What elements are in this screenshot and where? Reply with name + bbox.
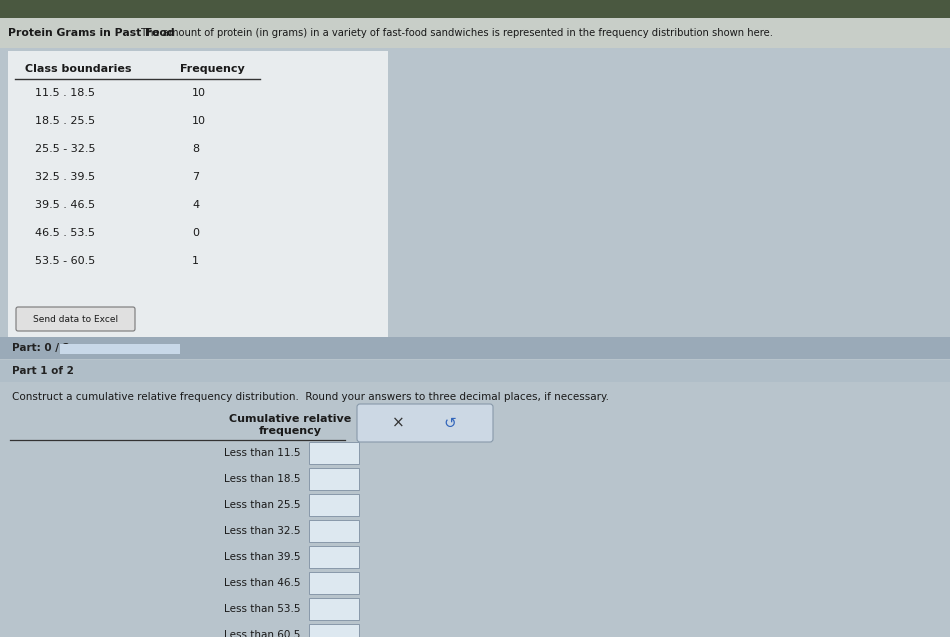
FancyBboxPatch shape (309, 468, 359, 490)
FancyBboxPatch shape (309, 624, 359, 637)
FancyBboxPatch shape (357, 404, 493, 442)
Text: Less than 18.5: Less than 18.5 (223, 474, 300, 484)
Text: 0: 0 (192, 228, 199, 238)
FancyBboxPatch shape (309, 442, 359, 464)
Text: 25.5 - 32.5: 25.5 - 32.5 (35, 144, 96, 154)
Text: Cumulative relative: Cumulative relative (229, 414, 352, 424)
Bar (0, 360, 950, 382)
Text: Less than 53.5: Less than 53.5 (223, 604, 300, 614)
Text: Less than 11.5: Less than 11.5 (223, 448, 300, 458)
FancyBboxPatch shape (309, 572, 359, 594)
Text: Part 1 of 2: Part 1 of 2 (12, 366, 74, 376)
Text: 10: 10 (192, 88, 206, 98)
Text: Less than 46.5: Less than 46.5 (223, 578, 300, 588)
Text: 11.5 . 18.5: 11.5 . 18.5 (35, 88, 95, 98)
Text: 39.5 . 46.5: 39.5 . 46.5 (35, 200, 95, 210)
Text: 18.5 . 25.5: 18.5 . 25.5 (35, 116, 95, 126)
Text: Send data to Excel: Send data to Excel (33, 315, 118, 324)
Text: 10: 10 (192, 116, 206, 126)
Text: 1: 1 (192, 256, 199, 266)
FancyBboxPatch shape (309, 546, 359, 568)
FancyBboxPatch shape (16, 307, 135, 331)
Bar (60, 344, 180, 354)
Bar (0, 337, 950, 359)
Text: 53.5 - 60.5: 53.5 - 60.5 (35, 256, 95, 266)
Text: Protein Grams in Past Food: Protein Grams in Past Food (8, 28, 175, 38)
Text: Less than 32.5: Less than 32.5 (223, 526, 300, 536)
Text: Class boundaries: Class boundaries (25, 64, 131, 74)
Text: Less than 60.5: Less than 60.5 (223, 630, 300, 637)
Bar (0, 18, 950, 48)
Text: 4: 4 (192, 200, 200, 210)
FancyBboxPatch shape (309, 494, 359, 516)
Text: Construct a cumulative relative frequency distribution.  Round your answers to t: Construct a cumulative relative frequenc… (12, 392, 609, 402)
Text: Part: 0 / 2: Part: 0 / 2 (12, 343, 70, 353)
Text: frequency: frequency (258, 426, 321, 436)
Bar (0, 0, 950, 18)
Text: ×: × (391, 415, 405, 431)
Text: 46.5 . 53.5: 46.5 . 53.5 (35, 228, 95, 238)
Bar (8, 51, 388, 337)
FancyBboxPatch shape (309, 598, 359, 620)
Text: 32.5 . 39.5: 32.5 . 39.5 (35, 172, 95, 182)
Text: ↺: ↺ (444, 415, 456, 431)
FancyBboxPatch shape (309, 520, 359, 542)
Text: 7: 7 (192, 172, 200, 182)
Text: The amount of protein (in grams) in a variety of fast-food sandwiches is represe: The amount of protein (in grams) in a va… (138, 28, 773, 38)
Text: 8: 8 (192, 144, 200, 154)
Text: Less than 39.5: Less than 39.5 (223, 552, 300, 562)
Text: Less than 25.5: Less than 25.5 (223, 500, 300, 510)
Text: Frequency: Frequency (180, 64, 245, 74)
